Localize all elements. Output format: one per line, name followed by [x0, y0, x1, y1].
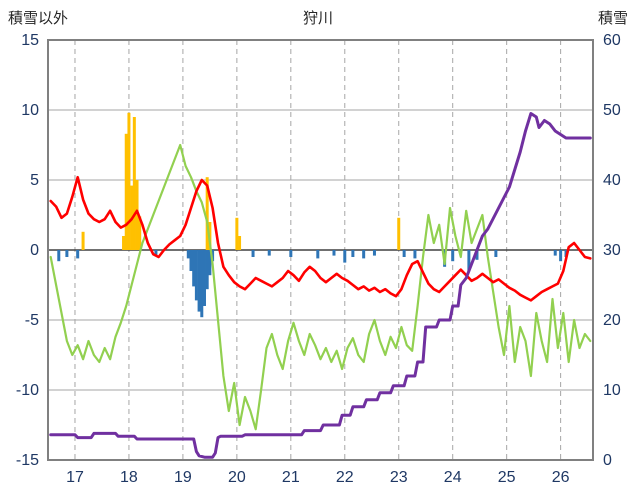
- x-tick-label: 25: [498, 469, 516, 486]
- x-tick-label: 21: [282, 469, 300, 486]
- left-tick-label: 10: [21, 102, 39, 119]
- x-tick-label: 19: [174, 469, 192, 486]
- bar-blue-bars: [289, 250, 293, 257]
- bar-blue-bars: [413, 250, 417, 259]
- bar-blue-bars: [553, 250, 557, 256]
- bar-orange-bars: [127, 112, 131, 250]
- left-tick-label: 5: [30, 172, 39, 189]
- bar-blue-bars: [202, 250, 206, 306]
- bar-blue-bars: [57, 250, 61, 262]
- x-tick-label: 26: [552, 469, 570, 486]
- bar-blue-bars: [205, 250, 209, 290]
- bar-orange-bars: [397, 217, 401, 250]
- bar-blue-bars: [316, 250, 320, 259]
- bar-blue-bars: [200, 250, 204, 318]
- bar-orange-bars: [238, 236, 242, 250]
- bar-blue-bars: [343, 250, 347, 263]
- bar-blue-bars: [332, 250, 336, 256]
- bar-blue-bars: [76, 250, 80, 259]
- bar-orange-bars: [132, 117, 136, 250]
- bar-blue-bars: [494, 250, 498, 257]
- right-tick-label: 60: [603, 32, 621, 49]
- bar-blue-bars: [559, 250, 563, 262]
- x-tick-label: 17: [66, 469, 84, 486]
- bar-blue-bars: [467, 250, 471, 271]
- left-tick-label: 0: [30, 242, 39, 259]
- bar-blue-bars: [208, 250, 212, 276]
- x-tick-label: 20: [228, 469, 246, 486]
- bar-blue-bars: [154, 250, 158, 256]
- left-tick-label: -5: [25, 312, 39, 329]
- bar-blue-bars: [451, 250, 455, 262]
- x-tick-label: 18: [120, 469, 138, 486]
- bar-blue-bars: [192, 250, 196, 287]
- right-tick-label: 10: [603, 382, 621, 399]
- bar-orange-bars: [205, 177, 209, 250]
- bar-blue-bars: [351, 250, 355, 257]
- right-tick-label: 20: [603, 312, 621, 329]
- right-tick-label: 50: [603, 102, 621, 119]
- right-tick-label: 0: [603, 452, 612, 469]
- bar-blue-bars: [372, 250, 376, 256]
- series-red-line: [49, 175, 592, 302]
- x-tick-label: 24: [444, 469, 462, 486]
- right-axis-title: 積雪: [597, 10, 628, 27]
- bar-blue-bars: [189, 250, 193, 271]
- bar-orange-bars: [138, 216, 142, 250]
- x-tick-label: 22: [336, 469, 354, 486]
- bar-blue-bars: [475, 250, 479, 260]
- chart-title: 狩川: [302, 10, 333, 27]
- left-tick-label: -15: [16, 452, 39, 469]
- bar-blue-bars: [267, 250, 271, 256]
- right-tick-label: 40: [603, 172, 621, 189]
- series-green-line: [49, 143, 592, 431]
- right-tick-label: 30: [603, 242, 621, 259]
- plot-border: [47, 39, 594, 461]
- bar-blue-bars: [402, 250, 406, 257]
- series-purple-line: [49, 112, 592, 459]
- bar-blue-bars: [251, 250, 255, 257]
- bar-orange-bars: [122, 236, 126, 250]
- bar-orange-bars: [135, 180, 139, 250]
- bar-blue-bars: [65, 250, 69, 257]
- bar-orange-bars: [235, 217, 239, 250]
- left-tick-label: -10: [16, 382, 39, 399]
- bar-orange-bars: [81, 231, 85, 250]
- x-tick-label: 23: [390, 469, 408, 486]
- bar-blue-bars: [197, 250, 201, 312]
- left-axis-title: 積雪以外: [8, 10, 69, 27]
- bar-blue-bars: [186, 250, 190, 259]
- left-tick-label: 15: [21, 32, 39, 49]
- bar-orange-bars: [124, 133, 128, 250]
- bar-blue-bars: [362, 250, 366, 259]
- bar-blue-bars: [194, 250, 198, 301]
